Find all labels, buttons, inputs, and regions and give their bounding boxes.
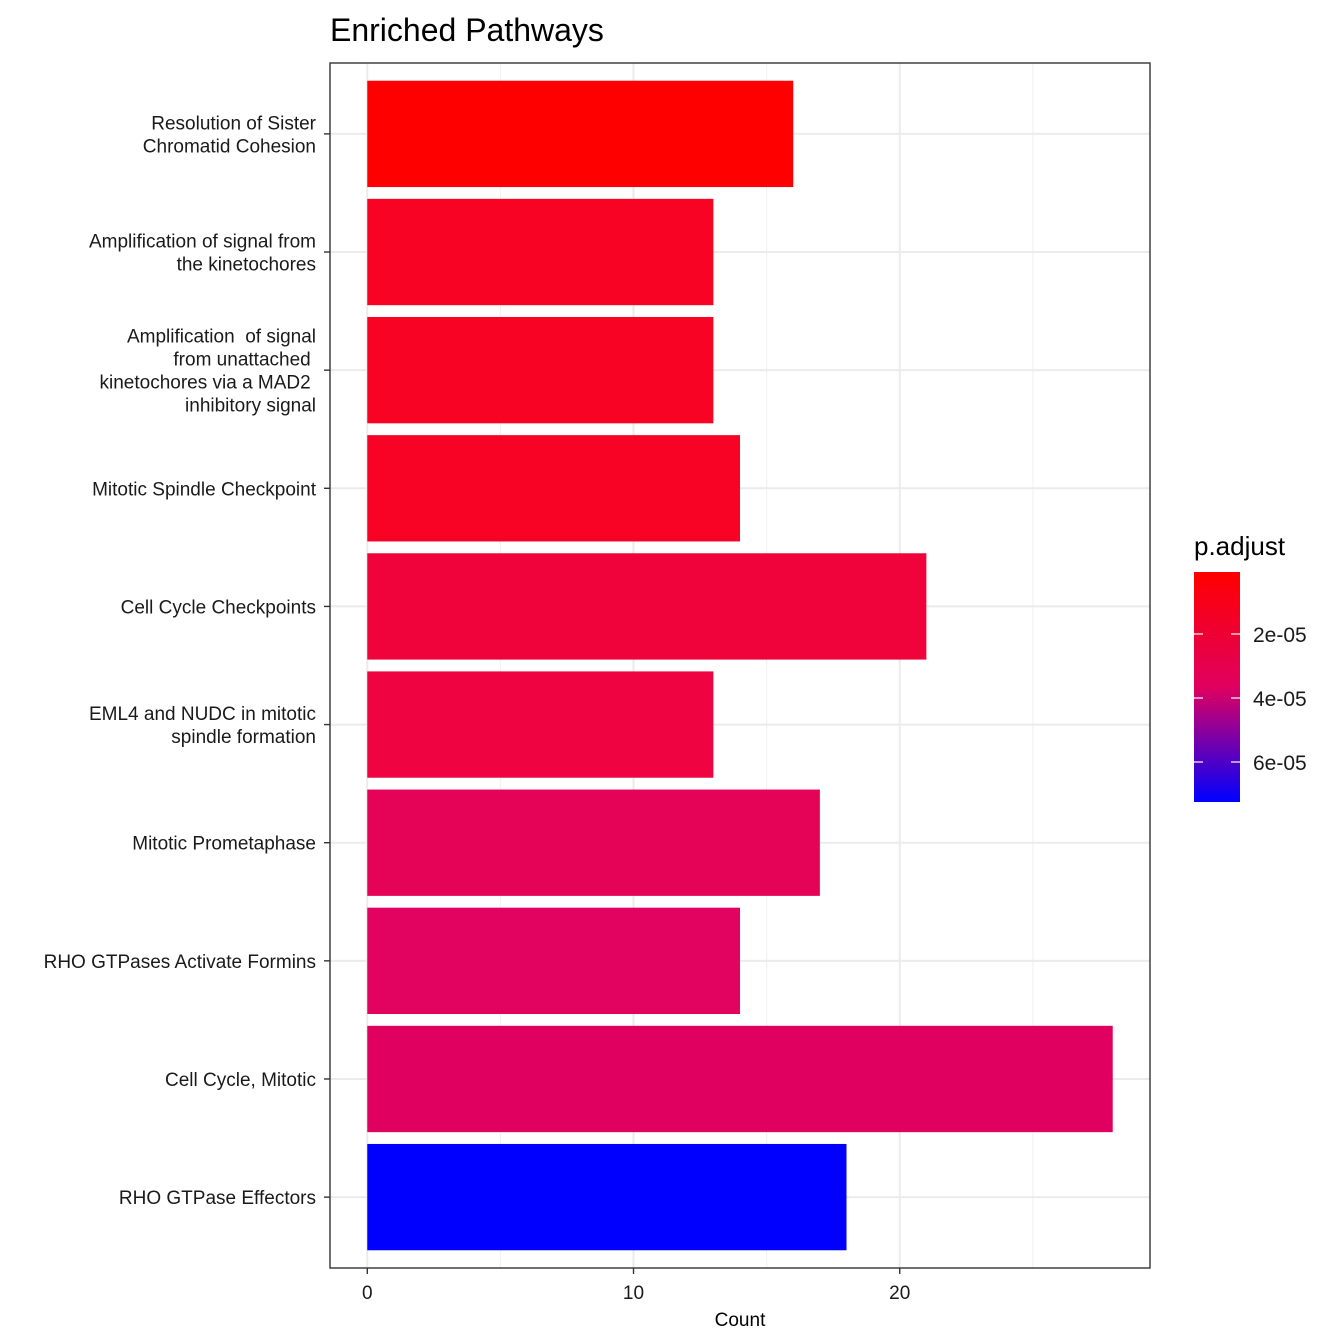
legend-tick-label: 4e-05 [1253,688,1307,711]
bar [367,1025,1113,1133]
y-tick-label: Mitotic Prometaphase [132,834,316,855]
x-axis-label: Count [715,1310,766,1331]
bar [367,316,714,424]
y-tick-label: Resolution of Sister Chromatid Cohesion [143,113,317,157]
plot-panel-border [329,62,1151,1269]
x-tick-label: 0 [362,1283,373,1304]
bar [367,553,927,660]
legend-tick-label: 2e-05 [1253,624,1307,647]
bar [367,435,740,542]
x-tick-label: 20 [889,1283,910,1304]
x-axis: 0 10 20 [362,1268,910,1304]
legend-title: p.adjust [1194,531,1286,561]
x-tick-label: 10 [623,1283,644,1304]
legend-tick-label: 6e-05 [1253,752,1307,775]
y-tick-label: Mitotic Spindle Checkpoint [92,479,317,500]
bar [367,80,794,188]
bars [367,80,1113,1251]
legend: p.adjust 2e-05 4e-05 6e-05 [1194,531,1307,802]
y-tick-label: RHO GTPases Activate Formins [44,952,316,973]
y-tick-label: Cell Cycle Checkpoints [121,597,316,618]
y-tick-label: EML4 and NUDC in mitotic spindle formatio… [89,704,316,748]
bar [367,671,714,778]
y-tick-label: Amplification of signal from the kinetoch… [89,232,316,276]
y-tick-label: Amplification of signal from unattached k… [100,327,317,417]
y-tick-label: RHO GTPase Effectors [119,1188,316,1209]
chart-title: Enriched Pathways [330,12,604,48]
bar [367,907,740,1015]
y-tick-label: Cell Cycle, Mitotic [165,1070,316,1091]
bar [367,1143,847,1251]
y-axis: Resolution of Sister Chromatid Cohesion Am… [44,113,330,1209]
bar [367,789,820,896]
legend-colorbar [1194,572,1240,802]
bar [367,198,714,306]
